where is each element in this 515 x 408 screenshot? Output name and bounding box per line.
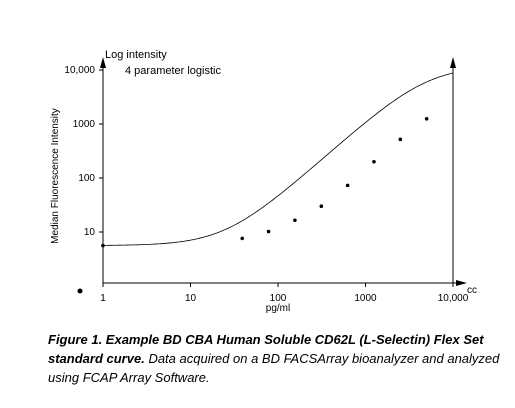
- data-point: [240, 236, 245, 241]
- figure-caption: Figure 1. Example BD CBA Human Soluble C…: [48, 330, 508, 387]
- x-axis-arrow: [456, 280, 467, 286]
- x-axis-title: pg/ml: [266, 303, 290, 314]
- y-tick-label: 100: [78, 173, 95, 184]
- x-tick-label: 1: [100, 293, 106, 304]
- data-point: [293, 218, 297, 223]
- data-point: [424, 116, 429, 121]
- x-tick-label: 1000: [354, 293, 377, 304]
- right-axis-arrow: [450, 57, 456, 68]
- data-point: [398, 137, 403, 142]
- caption-bold: Figure 1. Example BD CBA Human Soluble C…: [48, 332, 484, 366]
- x-tick-label: 10,000: [438, 293, 469, 304]
- data-point: [319, 204, 324, 209]
- x-tick-label: 10: [185, 293, 197, 304]
- x-tick-label: 100: [270, 293, 287, 304]
- data-point: [372, 159, 376, 164]
- y-tick-label: 1000: [73, 119, 96, 130]
- x-ticks: 1 10 100 1000 10,000: [100, 283, 469, 304]
- y-axis-title: Median Fluorescence Intensity: [50, 108, 61, 244]
- y-tick-label: 10,000: [64, 65, 95, 76]
- data-point: [101, 243, 105, 248]
- y-ticks: 10 100 1000 10,000: [64, 65, 103, 238]
- fit-curve: [102, 72, 454, 246]
- data-points: [101, 116, 429, 248]
- caption-text: Data acquired on a BD FACSArray bioanaly…: [48, 351, 500, 385]
- y-axis-arrow: [100, 57, 106, 68]
- data-point: [345, 183, 350, 188]
- data-point: [266, 229, 271, 234]
- y-axis-note: Log intensity: [105, 49, 167, 61]
- x-axis-note: cc: [467, 285, 477, 296]
- origin-bullet: [77, 288, 83, 294]
- fit-label: 4 parameter logistic: [125, 65, 221, 77]
- y-tick-label: 10: [84, 227, 96, 238]
